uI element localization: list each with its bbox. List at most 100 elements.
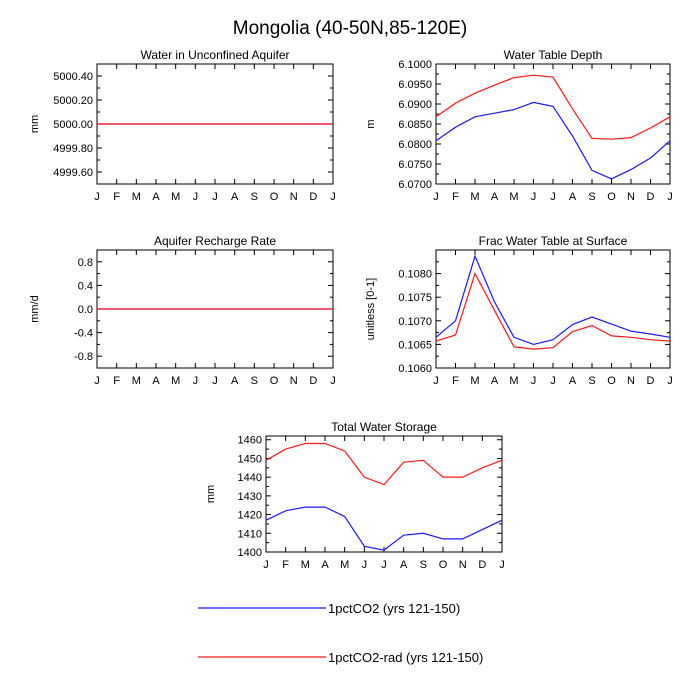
panel-title: Water in Unconfined Aquifer [141, 48, 290, 62]
panel-title: Aquifer Recharge Rate [154, 234, 276, 248]
legend-item: 1pctCO2 (yrs 121-150) [198, 601, 460, 616]
y-axis-label: mm/d [29, 295, 41, 323]
legend-label: 1pctCO2-rad (yrs 121-150) [328, 650, 483, 665]
x-tick-label: J [381, 559, 387, 571]
y-tick-label: 6.0700 [398, 179, 432, 191]
x-tick-label: S [420, 559, 427, 571]
y-axis-label: mm [205, 485, 217, 503]
x-tick-label: M [509, 375, 518, 387]
x-tick-label: M [301, 559, 310, 571]
y-tick-label: -0.4 [74, 328, 93, 340]
y-tick-label: 1440 [238, 472, 262, 484]
x-tick-label: O [607, 191, 616, 203]
series-line-1pctco2-rad [435, 74, 671, 140]
x-tick-label: F [113, 191, 120, 203]
y-tick-label: 4999.80 [53, 143, 93, 155]
y-tick-label: 0.1060 [398, 363, 432, 375]
y-tick-label: 0.0 [78, 304, 93, 316]
y-tick-label: -0.8 [74, 351, 93, 363]
x-tick-label: J [94, 375, 100, 387]
x-tick-label: J [433, 375, 439, 387]
x-tick-label: D [309, 191, 317, 203]
x-tick-label: J [531, 375, 537, 387]
x-tick-label: M [171, 375, 180, 387]
panel-title: Total Water Storage [331, 420, 437, 434]
x-tick-label: J [212, 191, 218, 203]
y-tick-label: 1400 [238, 547, 262, 559]
legend: 1pctCO2 (yrs 121-150) 1pctCO2-rad (yrs 12… [198, 601, 483, 665]
y-tick-label: 5000.00 [53, 119, 93, 131]
x-tick-label: J [193, 375, 199, 387]
series-line-1pctco2 [265, 506, 503, 551]
x-tick-label: J [667, 375, 673, 387]
x-tick-label: F [452, 375, 459, 387]
series-line-1pctco2 [435, 101, 671, 180]
x-tick-label: O [270, 191, 279, 203]
y-tick-label: 5000.20 [53, 95, 93, 107]
x-tick-label: J [193, 191, 199, 203]
y-tick-label: 1460 [238, 435, 262, 447]
y-tick-label: 1430 [238, 491, 262, 503]
x-tick-label: A [152, 191, 160, 203]
x-tick-label: S [251, 375, 258, 387]
y-tick-label: 6.0750 [398, 159, 432, 171]
y-tick-label: 6.1000 [398, 59, 432, 71]
x-tick-label: J [330, 375, 336, 387]
x-tick-label: D [647, 191, 655, 203]
legend-label: 1pctCO2 (yrs 121-150) [328, 601, 460, 616]
x-tick-label: M [171, 191, 180, 203]
y-axis-label: m [365, 119, 377, 128]
x-tick-label: F [113, 375, 120, 387]
x-tick-label: M [340, 559, 349, 571]
x-tick-label: N [459, 559, 467, 571]
x-tick-label: A [569, 375, 577, 387]
x-tick-label: J [667, 191, 673, 203]
x-tick-label: O [607, 375, 616, 387]
x-tick-label: O [439, 559, 448, 571]
x-tick-label: N [627, 375, 635, 387]
x-tick-label: J [212, 375, 218, 387]
panel-title: Water Table Depth [504, 48, 603, 62]
series-line-1pctco2 [435, 254, 671, 346]
x-tick-label: D [478, 559, 486, 571]
y-tick-label: 6.0850 [398, 119, 432, 131]
x-tick-label: M [470, 191, 479, 203]
x-tick-label: J [362, 559, 368, 571]
figure-title: Mongolia (40-50N,85-120E) [233, 18, 467, 39]
x-tick-label: A [152, 375, 160, 387]
x-tick-label: A [400, 559, 408, 571]
x-tick-label: D [309, 375, 317, 387]
x-tick-label: A [491, 375, 499, 387]
x-tick-label: S [588, 375, 595, 387]
x-tick-label: D [647, 375, 655, 387]
y-tick-label: 0.8 [78, 257, 93, 269]
x-tick-label: J [263, 559, 269, 571]
x-tick-label: O [270, 375, 279, 387]
x-tick-label: J [499, 559, 505, 571]
x-tick-label: A [321, 559, 329, 571]
x-tick-label: N [290, 191, 298, 203]
y-tick-label: 6.0800 [398, 139, 432, 151]
x-tick-label: A [569, 191, 577, 203]
y-tick-label: 0.4 [78, 280, 93, 292]
x-tick-label: J [330, 191, 336, 203]
x-tick-label: A [231, 191, 239, 203]
x-tick-label: F [452, 191, 459, 203]
y-tick-label: 1420 [238, 510, 262, 522]
y-tick-label: 4999.60 [53, 167, 93, 179]
y-tick-label: 6.0900 [398, 99, 432, 111]
y-tick-label: 6.0950 [398, 79, 432, 91]
y-axis-label: unitless [0-1] [365, 278, 377, 340]
x-tick-label: J [550, 191, 556, 203]
x-tick-label: M [470, 375, 479, 387]
x-tick-label: F [282, 559, 289, 571]
y-tick-label: 0.1075 [398, 292, 432, 304]
x-tick-label: M [132, 191, 141, 203]
x-tick-label: N [627, 191, 635, 203]
series-line-1pctco2-rad [265, 442, 503, 486]
